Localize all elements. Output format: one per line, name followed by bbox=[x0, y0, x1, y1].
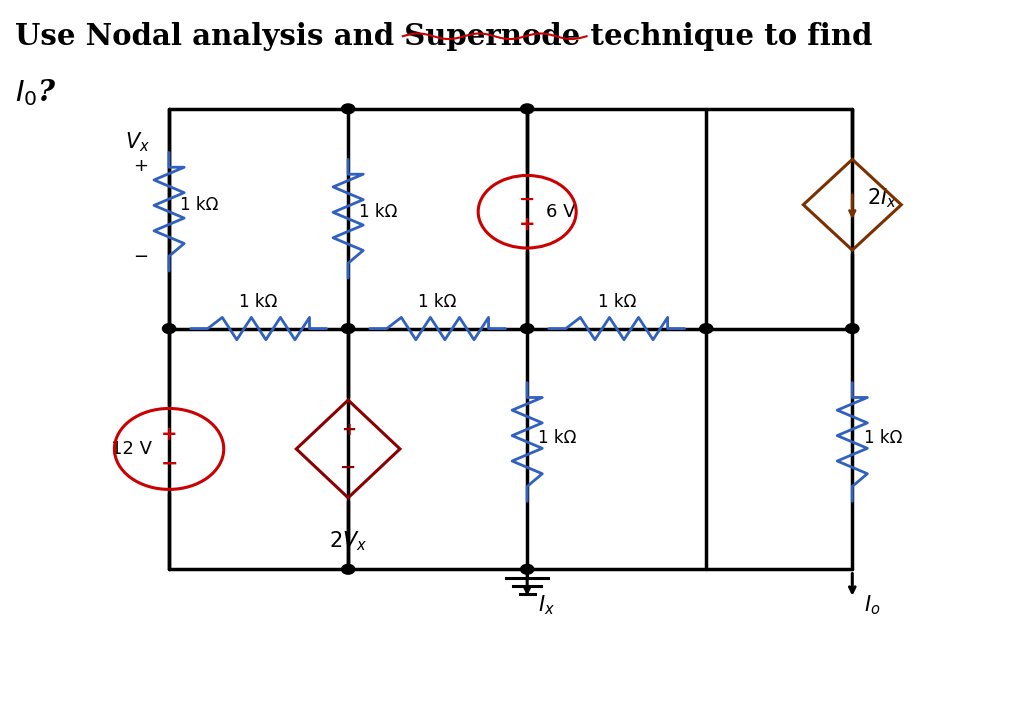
Text: $2I_x$: $2I_x$ bbox=[867, 186, 898, 210]
Text: −: − bbox=[161, 453, 178, 473]
Circle shape bbox=[342, 323, 354, 333]
Text: −: − bbox=[519, 189, 536, 208]
Text: 12 V: 12 V bbox=[112, 440, 153, 458]
Text: −: − bbox=[133, 248, 148, 266]
Circle shape bbox=[163, 323, 176, 333]
Circle shape bbox=[342, 564, 354, 574]
Circle shape bbox=[846, 323, 859, 333]
Circle shape bbox=[520, 323, 534, 333]
Text: 1 kΩ: 1 kΩ bbox=[240, 293, 278, 311]
Text: Use Nodal analysis and Supernode technique to find: Use Nodal analysis and Supernode techniq… bbox=[15, 22, 872, 51]
Text: +: + bbox=[341, 421, 355, 439]
Text: 1 kΩ: 1 kΩ bbox=[598, 293, 636, 311]
Text: 1 kΩ: 1 kΩ bbox=[539, 429, 577, 448]
Circle shape bbox=[342, 104, 354, 114]
Text: −: − bbox=[340, 458, 356, 477]
Circle shape bbox=[520, 564, 534, 574]
Circle shape bbox=[699, 323, 713, 333]
Text: +: + bbox=[161, 425, 177, 444]
Text: 1 kΩ: 1 kΩ bbox=[419, 293, 457, 311]
Text: +: + bbox=[133, 157, 148, 175]
Text: $V_x$: $V_x$ bbox=[125, 130, 151, 154]
Text: 1 kΩ: 1 kΩ bbox=[180, 196, 219, 214]
Text: $I_0$?: $I_0$? bbox=[15, 78, 57, 108]
Text: 1 kΩ: 1 kΩ bbox=[863, 429, 902, 448]
Text: $I_x$: $I_x$ bbox=[539, 594, 555, 617]
Text: 6 V: 6 V bbox=[546, 203, 575, 221]
Text: 1 kΩ: 1 kΩ bbox=[359, 203, 397, 221]
Text: $2V_x$: $2V_x$ bbox=[329, 530, 368, 553]
Text: $I_o$: $I_o$ bbox=[863, 594, 880, 617]
Text: +: + bbox=[519, 215, 536, 234]
Circle shape bbox=[520, 104, 534, 114]
